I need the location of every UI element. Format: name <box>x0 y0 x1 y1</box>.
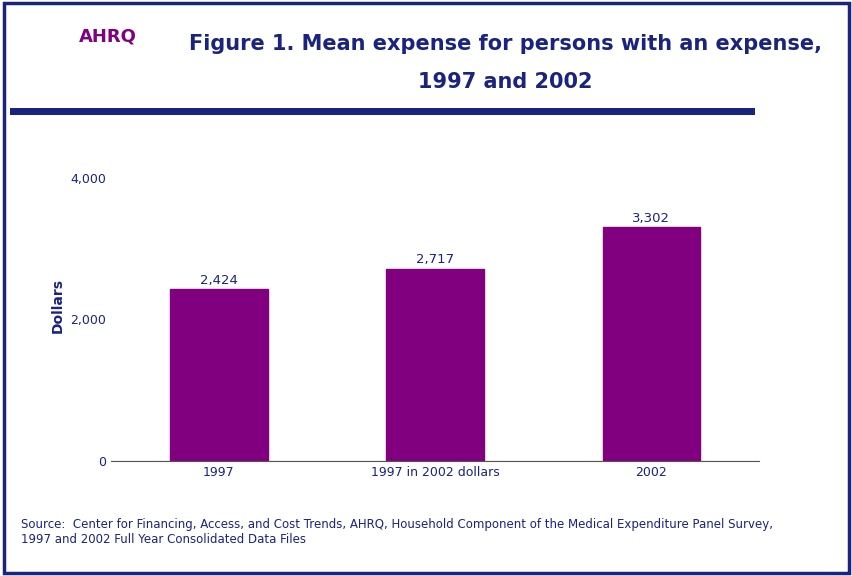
Bar <box>602 228 699 461</box>
Text: 3,302: 3,302 <box>631 211 670 225</box>
Text: Source:  Center for Financing, Access, and Cost Trends, AHRQ, Household Componen: Source: Center for Financing, Access, an… <box>21 518 773 547</box>
Text: Figure 1. Mean expense for persons with an expense,: Figure 1. Mean expense for persons with … <box>188 33 821 54</box>
Y-axis label: Dollars: Dollars <box>50 278 65 333</box>
Bar <box>170 290 268 461</box>
Bar <box>386 269 483 461</box>
Circle shape <box>0 29 92 87</box>
Text: Health Care: Health Care <box>80 88 136 97</box>
Text: Advancing: Advancing <box>83 59 133 67</box>
Text: AHRQ: AHRQ <box>79 28 137 46</box>
Text: Excellence in: Excellence in <box>77 73 139 82</box>
Text: 1997 and 2002: 1997 and 2002 <box>417 73 592 92</box>
Text: 2,717: 2,717 <box>416 253 453 266</box>
Text: 2,424: 2,424 <box>199 274 238 287</box>
